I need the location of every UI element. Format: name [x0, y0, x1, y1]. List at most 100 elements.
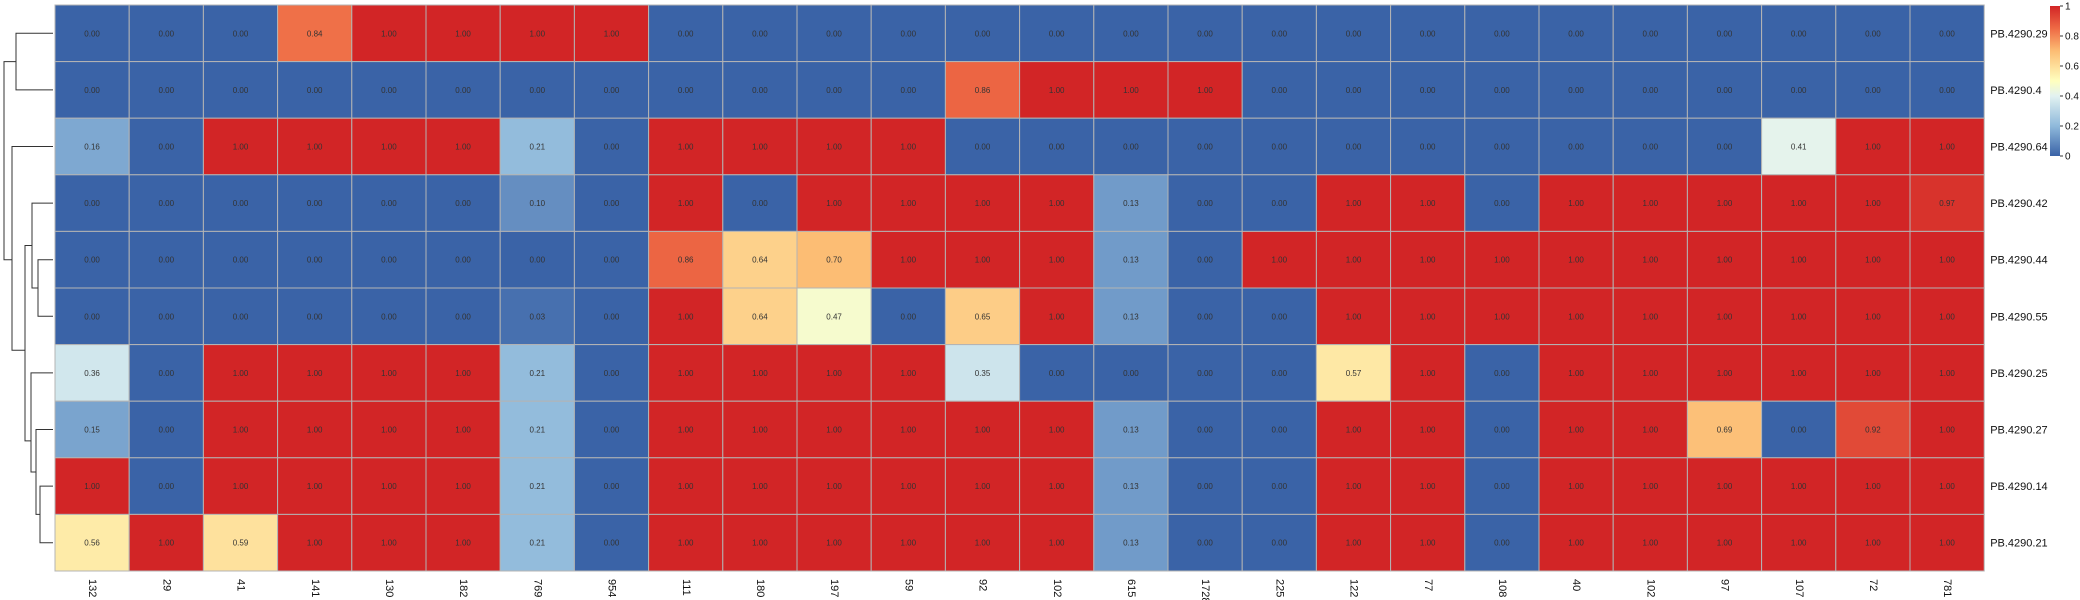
cell-value-label: 0.00 — [1197, 312, 1213, 321]
cell-value-label: 1.00 — [381, 369, 397, 378]
heatmap-cell — [202, 230, 279, 289]
cell-value-label: 0.00 — [604, 369, 620, 378]
heatmap-cell — [128, 457, 204, 515]
heatmap-cell — [1167, 61, 1243, 119]
cell-value-label: 0.00 — [604, 482, 620, 491]
cell-value-label: 1.00 — [1865, 539, 1881, 548]
heatmap-cell — [573, 287, 650, 346]
cell-value-label: 0.00 — [1272, 199, 1288, 208]
cell-value-label: 1.00 — [1420, 369, 1436, 378]
heatmap-cell — [648, 174, 724, 232]
heatmap-cell — [1093, 4, 1169, 63]
heatmap-cell — [648, 117, 724, 176]
cell-value-label: 0.00 — [901, 86, 917, 95]
cell-value-label: 1.00 — [1420, 199, 1436, 208]
cell-value-label: 0.86 — [975, 86, 991, 95]
cell-value-label: 0.00 — [1197, 539, 1213, 548]
heatmap-cell — [1315, 344, 1392, 402]
heatmap-cell — [1909, 457, 1985, 515]
color-legend-tick-label: 0.4 — [2065, 92, 2079, 103]
heatmap-cell — [54, 344, 130, 402]
heatmap-cell — [1538, 287, 1614, 346]
heatmap-cell — [573, 344, 650, 402]
heatmap-cell — [1909, 344, 1985, 402]
cell-value-label: 0.00 — [1272, 143, 1288, 152]
cell-value-label: 1.00 — [1791, 369, 1807, 378]
cell-value-label: 0.00 — [159, 199, 175, 208]
heatmap-cell — [499, 4, 575, 63]
cell-value-label: 0.00 — [1494, 29, 1510, 38]
cell-value-label: 1.00 — [455, 29, 471, 38]
heatmap-cell — [1909, 400, 1985, 459]
heatmap-cell — [870, 457, 946, 515]
column-label: 182 — [457, 579, 469, 597]
heatmap-cell — [54, 230, 130, 289]
cell-value-label: 0.00 — [233, 199, 249, 208]
cell-value-label: 1.00 — [1865, 256, 1881, 265]
heatmap-cell — [1093, 457, 1169, 515]
cell-value-label: 1.00 — [1049, 199, 1065, 208]
heatmap-cell — [54, 457, 130, 515]
heatmap-cell — [1686, 400, 1763, 459]
cell-value-label: 1.00 — [678, 199, 694, 208]
cell-value-label: 0.00 — [1717, 29, 1733, 38]
cell-value-label: 0.97 — [1939, 199, 1955, 208]
cell-value-label: 0.00 — [233, 256, 249, 265]
cell-value-label: 1.00 — [1717, 256, 1733, 265]
heatmap-cell — [425, 400, 501, 459]
cell-value-label: 0.92 — [1865, 426, 1881, 435]
column-labels: 132 29 41 141 130 182 769 954 111 180 197 59 92 102 61… — [86, 579, 1953, 600]
heatmap-cell — [128, 174, 204, 232]
heatmap-cell — [277, 287, 353, 346]
heatmap-cell — [1761, 513, 1837, 572]
heatmap-cell — [1761, 174, 1837, 232]
cell-value-label: 1.00 — [1123, 86, 1139, 95]
cell-value-label: 0.47 — [826, 312, 842, 321]
cell-value-label: 1.00 — [901, 256, 917, 265]
cell-value-label: 0.00 — [1717, 86, 1733, 95]
column-label: 180 — [754, 579, 766, 597]
heatmap-cell — [425, 287, 501, 346]
cell-value-label: 0.00 — [1494, 369, 1510, 378]
cell-value-label: 1.00 — [1346, 199, 1362, 208]
cell-value-label: 0.00 — [530, 86, 546, 95]
heatmap-cell — [1167, 344, 1243, 402]
cell-value-label: 0.00 — [1123, 369, 1139, 378]
heatmap-cell — [1464, 61, 1540, 119]
cell-value-label: 1.00 — [307, 539, 323, 548]
heatmap-cell — [1241, 117, 1317, 176]
cell-value-label: 1.00 — [233, 426, 249, 435]
cell-value-label: 1.00 — [381, 143, 397, 152]
heatmap-cell — [796, 344, 872, 402]
column-label: 954 — [606, 579, 618, 597]
cell-value-label: 0.00 — [1123, 29, 1139, 38]
cell-value-label: 0.00 — [604, 199, 620, 208]
heatmap-cell — [54, 61, 130, 119]
heatmap-cell — [1019, 4, 1095, 63]
heatmap-cell — [1464, 400, 1540, 459]
cell-value-label: 0.21 — [530, 482, 546, 491]
cell-value-label: 1.00 — [1791, 256, 1807, 265]
cell-value-label: 1.00 — [1346, 482, 1362, 491]
heatmap-cell — [870, 61, 946, 119]
cell-value-label: 0.00 — [1197, 199, 1213, 208]
cell-value-label: 1.00 — [381, 29, 397, 38]
column-label: 102 — [1051, 579, 1063, 597]
heatmap-cell — [1538, 344, 1614, 402]
cell-value-label: 0.00 — [1791, 86, 1807, 95]
heatmap-cell — [1315, 513, 1392, 572]
cell-value-label: 0.13 — [1123, 426, 1139, 435]
heatmap-cell — [277, 61, 353, 119]
cell-value-label: 0.21 — [530, 426, 546, 435]
cell-value-label: 0.16 — [84, 143, 100, 152]
heatmap-cell — [499, 457, 575, 515]
row-label: PB.4290.4 — [1990, 85, 2041, 97]
cell-value-label: 1.00 — [826, 143, 842, 152]
heatmap-cell — [1612, 61, 1688, 119]
heatmap-cell — [1464, 230, 1540, 289]
cell-value-label: 1.00 — [455, 539, 471, 548]
cell-value-label: 1.00 — [901, 426, 917, 435]
cell-value-label: 1.00 — [752, 369, 768, 378]
heatmap-cell — [573, 457, 650, 515]
